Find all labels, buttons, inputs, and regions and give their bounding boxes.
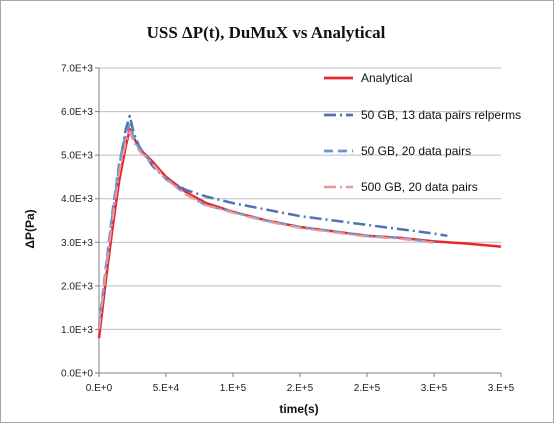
x-tick-label: 1.E+5 <box>220 383 247 394</box>
x-tick-label: 3.E+5 <box>421 383 448 394</box>
tick-labels: 0.0E+0 1.0E+3 2.0E+3 3.0E+3 4.0E+3 5.0E+3 6.0E… <box>61 64 515 395</box>
y-tick-label: 2.0E+3 <box>61 281 93 292</box>
x-axis-label: time(s) <box>279 402 318 416</box>
x-tick-label: 3.E+5 <box>488 383 515 394</box>
legend-label: 500 GB, 20 data pairs <box>361 180 478 194</box>
x-tick-label: 2.E+5 <box>287 383 314 394</box>
grid-lines <box>99 67 501 330</box>
y-axis-label: ΔP(Pa) <box>23 209 37 248</box>
series-line-4 <box>97 130 435 330</box>
y-tick-label: 7.0E+3 <box>61 64 93 75</box>
x-tick-label: 0.E+0 <box>86 383 113 394</box>
y-tick-label: 0.0E+0 <box>61 369 93 380</box>
legend-label: 50 GB, 13 data pairs relperms <box>361 108 521 122</box>
y-tick-label: 3.0E+3 <box>61 238 93 249</box>
x-tick-label: 2.E+5 <box>354 383 381 394</box>
series-lines <box>97 114 502 339</box>
legend-label: 50 GB, 20 data pairs <box>361 144 471 158</box>
legend: Analytical 50 GB, 13 data pairs relperms 5… <box>324 71 521 194</box>
y-tick-label: 5.0E+3 <box>61 151 93 162</box>
legend-label: Analytical <box>361 71 412 85</box>
chart-title: USS ΔP(t), DuMuX vs Analytical <box>147 23 386 42</box>
y-tick-label: 6.0E+3 <box>61 107 93 118</box>
x-tick-label: 5.E+4 <box>153 383 180 394</box>
y-tick-label: 4.0E+3 <box>61 194 93 205</box>
y-tick-label: 1.0E+3 <box>61 325 93 336</box>
series-line-2 <box>97 114 448 330</box>
